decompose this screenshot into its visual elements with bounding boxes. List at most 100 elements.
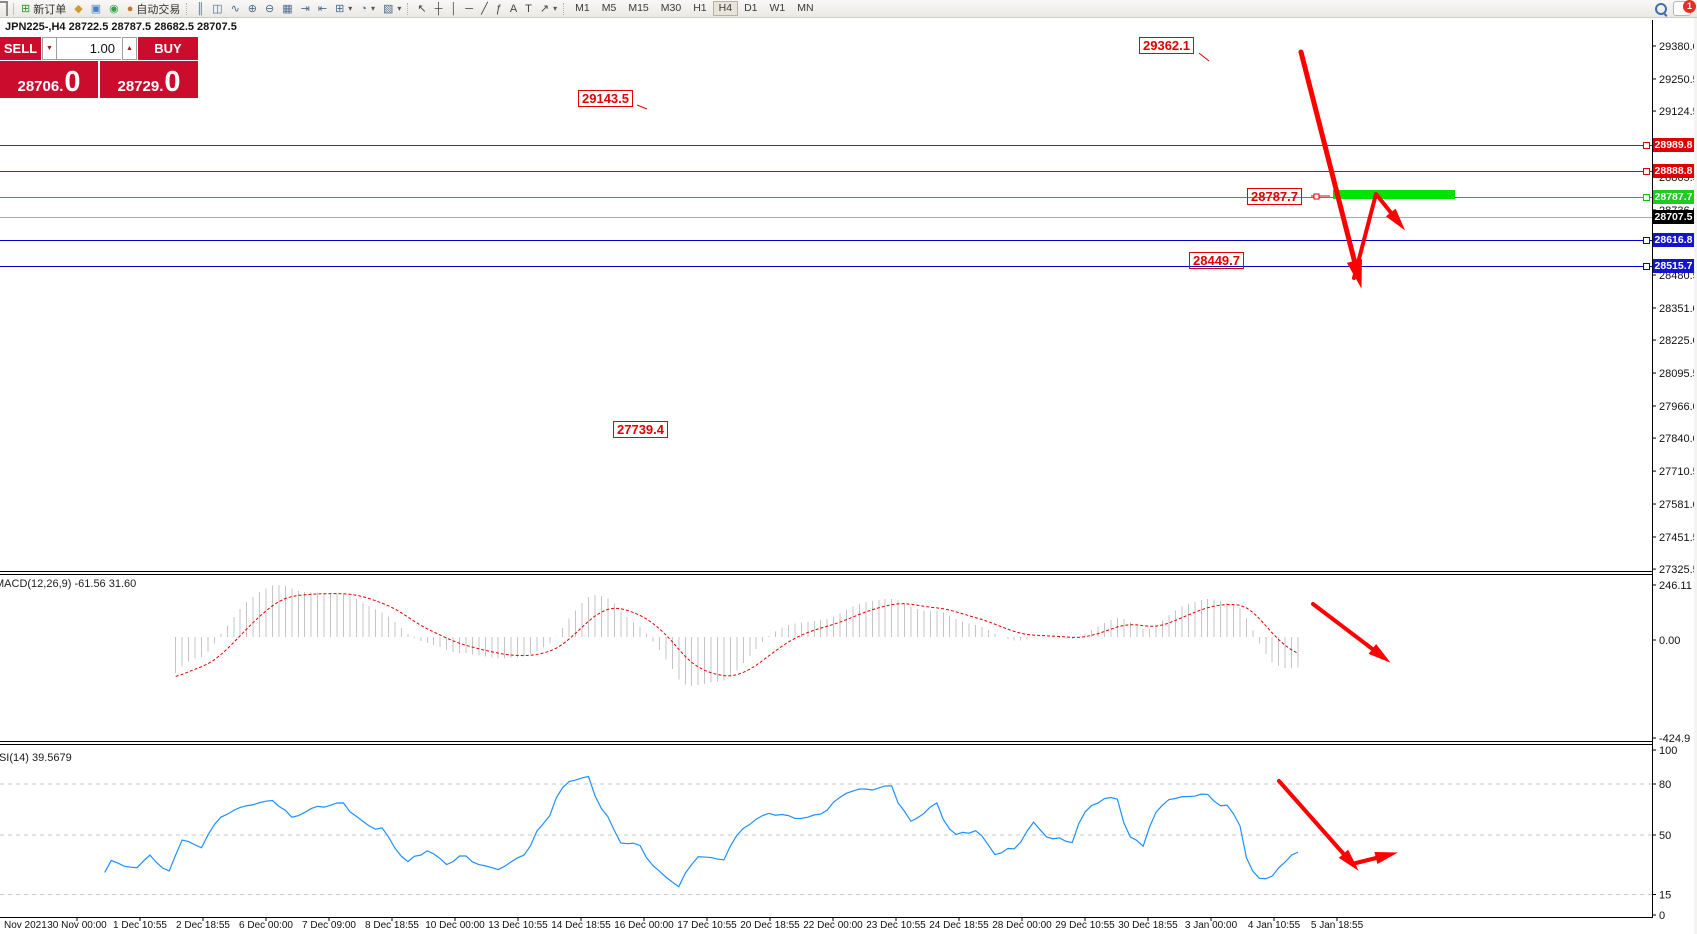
crosshair-button[interactable]: ┼ bbox=[431, 1, 447, 17]
dropdown-caret-icon: ▾ bbox=[397, 4, 402, 13]
text-label-icon: T bbox=[525, 2, 532, 15]
price-level-badge: 28888.8 bbox=[1653, 164, 1694, 178]
dropdown-caret-icon: ▾ bbox=[348, 4, 353, 13]
timeframe-M5[interactable]: M5 bbox=[601, 2, 617, 14]
autotrading-icon: ● bbox=[126, 2, 134, 15]
crosshair-icon: ┼ bbox=[434, 2, 443, 15]
toolbar-grip bbox=[186, 2, 190, 15]
timeframe-MN[interactable]: MN bbox=[797, 2, 814, 14]
svg-text:27581.0: 27581.0 bbox=[1659, 499, 1697, 511]
signals-icon: ◉ bbox=[109, 2, 119, 15]
price-annotation[interactable]: 28787.7 bbox=[1247, 188, 1302, 205]
notification-badge: 1 bbox=[1683, 0, 1696, 13]
svg-text:20 Dec 18:55: 20 Dec 18:55 bbox=[740, 920, 800, 931]
chart-shift-button[interactable]: ⇤ bbox=[314, 1, 331, 17]
text-button[interactable]: A bbox=[506, 1, 521, 17]
timeframe-D1[interactable]: D1 bbox=[744, 2, 758, 14]
zoom-in-button[interactable]: ⊕ bbox=[244, 1, 261, 17]
new-order-button[interactable]: ⊞ 新订单 bbox=[17, 1, 70, 17]
candlestick-icon: ◫ bbox=[212, 2, 223, 15]
cursor-button[interactable]: ↖ bbox=[413, 1, 430, 17]
sell-price: 28706. bbox=[17, 78, 64, 96]
timeframe-H1[interactable]: H1 bbox=[693, 2, 707, 14]
svg-text:13 Dec 10:55: 13 Dec 10:55 bbox=[488, 920, 548, 931]
periods-button[interactable]: ◔ ▾ bbox=[356, 1, 379, 17]
timeframe-H4[interactable]: H4 bbox=[712, 1, 739, 16]
toolbar-grip bbox=[407, 2, 411, 15]
buy-button[interactable]: BUY bbox=[138, 37, 198, 60]
text-label-button[interactable]: T bbox=[521, 1, 536, 17]
templates-button[interactable]: ▧ ▾ bbox=[379, 1, 405, 17]
fibonacci-button[interactable]: ƒ bbox=[492, 1, 506, 17]
zoom-out-button[interactable]: ⊖ bbox=[261, 1, 278, 17]
tile-windows-button[interactable]: ▦ bbox=[278, 1, 296, 17]
svg-text:27325.5: 27325.5 bbox=[1659, 564, 1697, 576]
svg-text:10 Dec 00:00: 10 Dec 00:00 bbox=[425, 920, 485, 931]
templates-icon: ▧ bbox=[382, 2, 394, 15]
svg-text:246.11: 246.11 bbox=[1659, 580, 1692, 592]
svg-text:28225.0: 28225.0 bbox=[1659, 335, 1697, 347]
sell-button[interactable]: SELL bbox=[0, 37, 41, 60]
svg-text:-424.9: -424.9 bbox=[1659, 733, 1690, 745]
lot-decrease-button[interactable]: ▼ bbox=[42, 37, 57, 60]
svg-text:23 Dec 10:55: 23 Dec 10:55 bbox=[866, 920, 926, 931]
buy-price: 28729. bbox=[117, 78, 164, 96]
lot-size-input[interactable] bbox=[57, 37, 121, 60]
zoom-out-icon: ⊖ bbox=[265, 2, 275, 15]
vertical-line-button[interactable]: │ bbox=[446, 1, 461, 17]
svg-text:22 Dec 00:00: 22 Dec 00:00 bbox=[803, 920, 863, 931]
price-level-badge: 28787.7 bbox=[1653, 190, 1694, 204]
zoom-in-icon: ⊕ bbox=[247, 2, 257, 15]
price-annotation[interactable]: 29143.5 bbox=[578, 90, 633, 107]
autotrading-button[interactable]: ● 自动交易 bbox=[123, 1, 185, 17]
bar-chart-button[interactable]: ║ bbox=[192, 1, 208, 17]
market-watch-icon: ◆ bbox=[74, 2, 83, 15]
auto-scroll-icon: ⇥ bbox=[300, 2, 310, 15]
current-price-badge: 28707.5 bbox=[1653, 210, 1694, 224]
lot-increase-button[interactable]: ▲ bbox=[122, 37, 137, 60]
arrow-objects-button[interactable]: ↗ ▾ bbox=[536, 1, 561, 17]
tile-windows-icon: ▦ bbox=[282, 2, 293, 15]
auto-scroll-button[interactable]: ⇥ bbox=[297, 1, 314, 17]
svg-text:30 Nov 00:00: 30 Nov 00:00 bbox=[47, 920, 107, 931]
buy-price-display[interactable]: 28729. 0 bbox=[100, 61, 198, 98]
chart-shift-icon: ⇤ bbox=[317, 2, 328, 15]
svg-text:3 Jan 00:00: 3 Jan 00:00 bbox=[1185, 920, 1238, 931]
dropdown-caret-icon: ▾ bbox=[553, 4, 558, 13]
trendline-button[interactable]: ╱ bbox=[477, 1, 492, 17]
terminal-icon: ▣ bbox=[90, 2, 102, 15]
clipped-toolbar-icon bbox=[0, 1, 8, 16]
timeframe-W1[interactable]: W1 bbox=[769, 2, 786, 14]
line-chart-button[interactable]: ∿ bbox=[227, 1, 244, 17]
notifications-icon[interactable]: 1 bbox=[1673, 0, 1696, 16]
svg-text:28351.0: 28351.0 bbox=[1659, 303, 1697, 315]
horizontal-line-button[interactable]: ─ bbox=[461, 1, 477, 17]
timeframe-M1[interactable]: M1 bbox=[575, 2, 590, 14]
svg-text:17 Dec 10:55: 17 Dec 10:55 bbox=[677, 920, 737, 931]
signals-button[interactable]: ◉ bbox=[105, 1, 123, 17]
price-annotation[interactable]: 28449.7 bbox=[1189, 252, 1244, 269]
price-annotation[interactable]: 27739.4 bbox=[613, 421, 668, 438]
market-watch-button[interactable]: ◆ bbox=[70, 1, 86, 17]
svg-text:4 Jan 10:55: 4 Jan 10:55 bbox=[1248, 920, 1301, 931]
terminal-button[interactable]: ▣ bbox=[87, 1, 105, 17]
fibonacci-icon: ƒ bbox=[495, 2, 502, 15]
svg-text:5 Jan 18:55: 5 Jan 18:55 bbox=[1311, 920, 1364, 931]
svg-text:27966.0: 27966.0 bbox=[1659, 401, 1697, 413]
timeframe-M30[interactable]: M30 bbox=[660, 2, 682, 14]
cursor-icon: ↖ bbox=[417, 2, 427, 15]
svg-text:29250.5: 29250.5 bbox=[1659, 74, 1697, 86]
price-level-badge: 28515.7 bbox=[1653, 259, 1694, 273]
svg-text:29124.5: 29124.5 bbox=[1659, 106, 1697, 118]
svg-text:15: 15 bbox=[1659, 890, 1671, 902]
candlestick-button[interactable]: ◫ bbox=[208, 1, 226, 17]
indicators-button[interactable]: ⊞ ▾ bbox=[331, 1, 356, 17]
svg-text:100: 100 bbox=[1659, 745, 1677, 757]
horizontal-line-icon: ─ bbox=[465, 2, 474, 15]
svg-text:80: 80 bbox=[1659, 779, 1671, 791]
price-annotation[interactable]: 29362.1 bbox=[1139, 37, 1194, 54]
search-icon[interactable] bbox=[1655, 2, 1668, 17]
sell-price-display[interactable]: 28706. 0 bbox=[0, 61, 98, 98]
timeframe-M15[interactable]: M15 bbox=[628, 2, 649, 14]
